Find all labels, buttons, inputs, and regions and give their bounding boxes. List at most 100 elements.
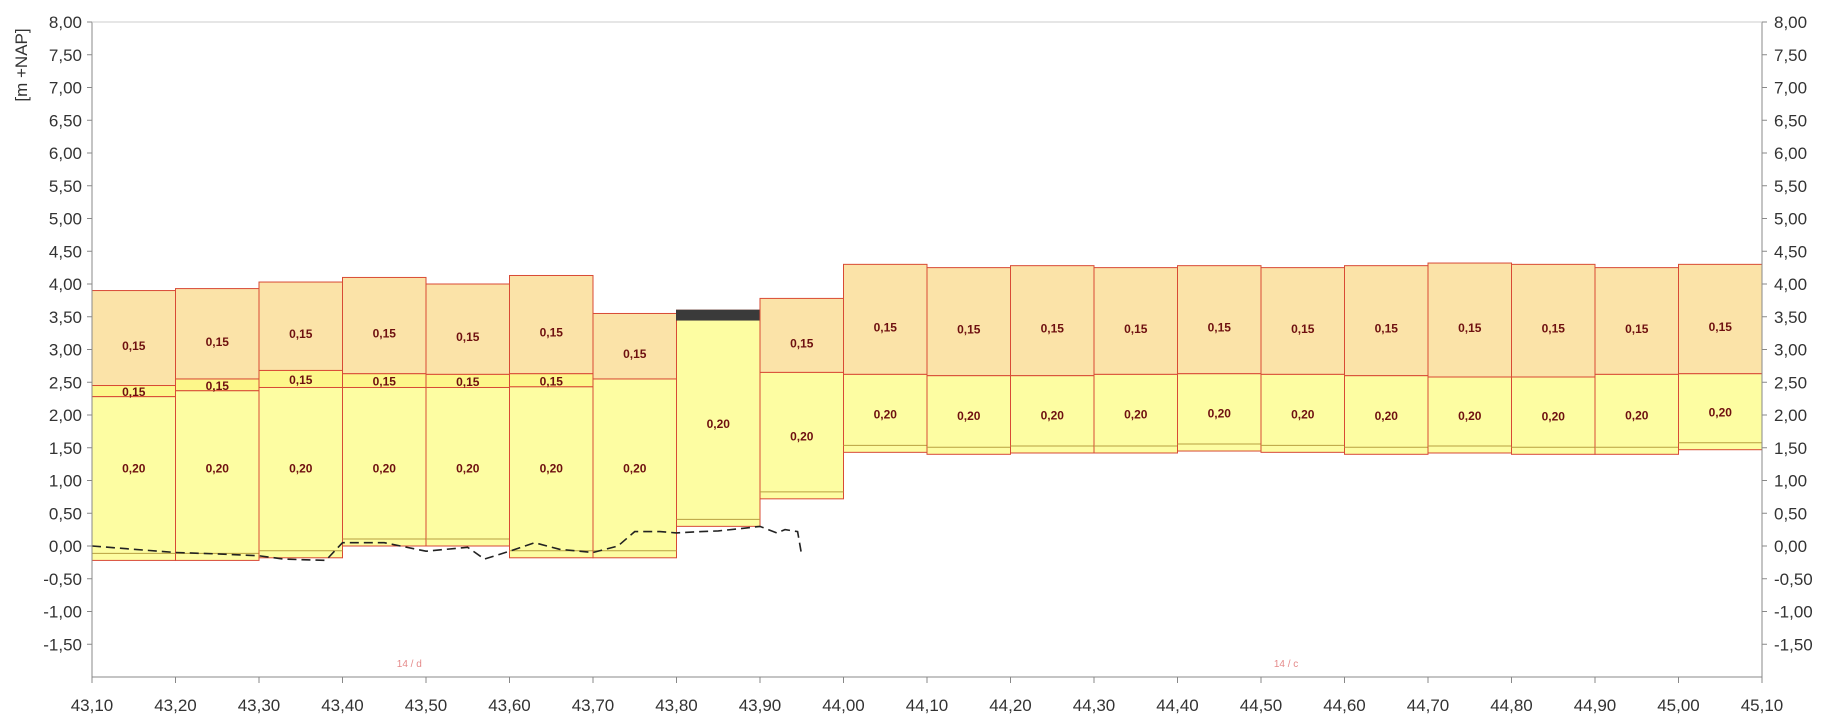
y-tick-label-left-8: 4,00 (49, 275, 82, 294)
upper-layer-5 (425, 283, 510, 375)
lower-layer-7 (592, 378, 677, 559)
lower-layer-18 (1511, 376, 1596, 455)
middle-label-5: 0,15 (456, 375, 480, 389)
y-tick-label-left-5: 5,50 (49, 177, 82, 196)
x-tick-label-16: 44,70 (1407, 696, 1450, 715)
upper-label-5: 0,15 (456, 330, 480, 344)
x-tick-label-13: 44,40 (1156, 696, 1199, 715)
upper-layer-2 (175, 288, 260, 380)
upper-layer-19 (1594, 267, 1679, 375)
y-tick-label-right-6: 5,00 (1774, 210, 1807, 229)
y-tick-label-right-7: 4,50 (1774, 242, 1807, 261)
lower-label-12: 0,20 (1041, 408, 1065, 422)
lower-label-10: 0,20 (874, 407, 898, 421)
dark-cap-8 (676, 309, 761, 321)
lower-layer-8 (676, 319, 761, 527)
lower-label-3: 0,20 (289, 462, 313, 476)
upper-label-10: 0,15 (874, 320, 898, 334)
lower-label-13: 0,20 (1124, 408, 1148, 422)
y-tick-label-right-11: 2,50 (1774, 373, 1807, 392)
x-tick-label-10: 44,10 (906, 696, 949, 715)
upper-label-17: 0,15 (1458, 321, 1482, 335)
y-tick-label-left-3: 6,50 (49, 111, 82, 130)
upper-layer-14 (1177, 265, 1262, 375)
y-tick-label-right-2: 7,00 (1774, 79, 1807, 98)
y-tick-label-left-2: 7,00 (49, 79, 82, 98)
middle-label-3: 0,15 (289, 373, 313, 387)
lower-label-6: 0,20 (540, 462, 564, 476)
upper-label-15: 0,15 (1291, 322, 1315, 336)
upper-layer-9 (759, 297, 844, 373)
x-tick-label-18: 44,90 (1574, 696, 1617, 715)
x-tick-label-9: 44,00 (822, 696, 865, 715)
y-tick-label-right-16: 0,00 (1774, 537, 1807, 556)
y-tick-label-right-0: 8,00 (1774, 13, 1807, 32)
y-tick-label-left-16: 0,00 (49, 537, 82, 556)
x-tick-label-15: 44,60 (1323, 696, 1366, 715)
upper-layer-16 (1344, 265, 1429, 377)
lower-layer-11 (926, 375, 1011, 455)
upper-layer-6 (509, 274, 594, 375)
upper-layer-18 (1511, 263, 1596, 378)
upper-label-14: 0,15 (1208, 321, 1232, 335)
lower-layer-14 (1177, 373, 1262, 452)
y-tick-label-right-14: 1,00 (1774, 472, 1807, 491)
y-tick-label-left-1: 7,50 (49, 46, 82, 65)
y-tick-label-left-15: 0,50 (49, 504, 82, 523)
lower-layer-15 (1260, 373, 1345, 453)
lower-label-19: 0,20 (1625, 408, 1649, 422)
upper-label-19: 0,15 (1625, 322, 1649, 336)
upper-layer-10 (843, 263, 928, 375)
upper-layer-15 (1260, 267, 1345, 375)
y-axis-title: [m +NAP] (12, 28, 31, 101)
y-tick-label-right-19: -1,50 (1774, 635, 1813, 654)
lower-label-17: 0,20 (1458, 409, 1482, 423)
y-tick-label-left-9: 3,50 (49, 308, 82, 327)
y-tick-label-right-8: 4,00 (1774, 275, 1807, 294)
annotation-1: 14 / d (397, 659, 422, 670)
lower-label-15: 0,20 (1291, 407, 1315, 421)
annotations-group: 14 / d 14 / c (397, 659, 1299, 670)
upper-layer-12 (1010, 265, 1095, 377)
y-tick-label-right-15: 0,50 (1774, 504, 1807, 523)
middle-label-1: 0,15 (122, 385, 146, 399)
y-tick-label-left-14: 1,00 (49, 472, 82, 491)
lower-label-11: 0,20 (957, 409, 981, 423)
x-tick-label-14: 44,50 (1240, 696, 1283, 715)
upper-label-1: 0,15 (122, 339, 146, 353)
x-tick-label-8: 43,90 (739, 696, 782, 715)
y-tick-label-right-10: 3,00 (1774, 341, 1807, 360)
lower-label-4: 0,20 (373, 462, 397, 476)
y-tick-label-right-5: 5,50 (1774, 177, 1807, 196)
upper-layer-7 (592, 312, 677, 380)
annotation-2: 14 / c (1274, 659, 1298, 670)
y-tick-label-right-17: -0,50 (1774, 570, 1813, 589)
lower-layer-19 (1594, 373, 1679, 455)
lower-layer-5 (425, 386, 510, 547)
lower-layer-16 (1344, 375, 1429, 455)
upper-label-13: 0,15 (1124, 322, 1148, 336)
lower-label-5: 0,20 (456, 462, 480, 476)
lower-layer-13 (1093, 373, 1178, 454)
lower-layer-20 (1678, 373, 1763, 451)
upper-label-18: 0,15 (1542, 322, 1566, 336)
lower-label-7: 0,20 (623, 462, 647, 476)
upper-label-4: 0,15 (373, 327, 397, 341)
upper-layer-4 (342, 276, 427, 375)
y-tick-label-right-1: 7,50 (1774, 46, 1807, 65)
y-tick-label-left-4: 6,00 (49, 144, 82, 163)
upper-label-16: 0,15 (1375, 322, 1399, 336)
x-tick-label-17: 44,80 (1490, 696, 1533, 715)
x-tick-label-19: 45,00 (1657, 696, 1700, 715)
x-tick-label-1: 43,20 (154, 696, 197, 715)
lower-layer-9 (759, 371, 844, 500)
x-tick-label-5: 43,60 (488, 696, 531, 715)
y-tick-label-right-13: 1,50 (1774, 439, 1807, 458)
lower-layer-3 (258, 386, 343, 559)
upper-label-6: 0,15 (540, 326, 564, 340)
upper-label-20: 0,15 (1709, 320, 1733, 334)
y-tick-label-right-9: 3,50 (1774, 308, 1807, 327)
axes-group: 8,00 8,00 7,50 7,50 7,00 7,00 6,50 6,50 6,00 6,00… (43, 13, 1813, 715)
x-tick-label-2: 43,30 (238, 696, 281, 715)
